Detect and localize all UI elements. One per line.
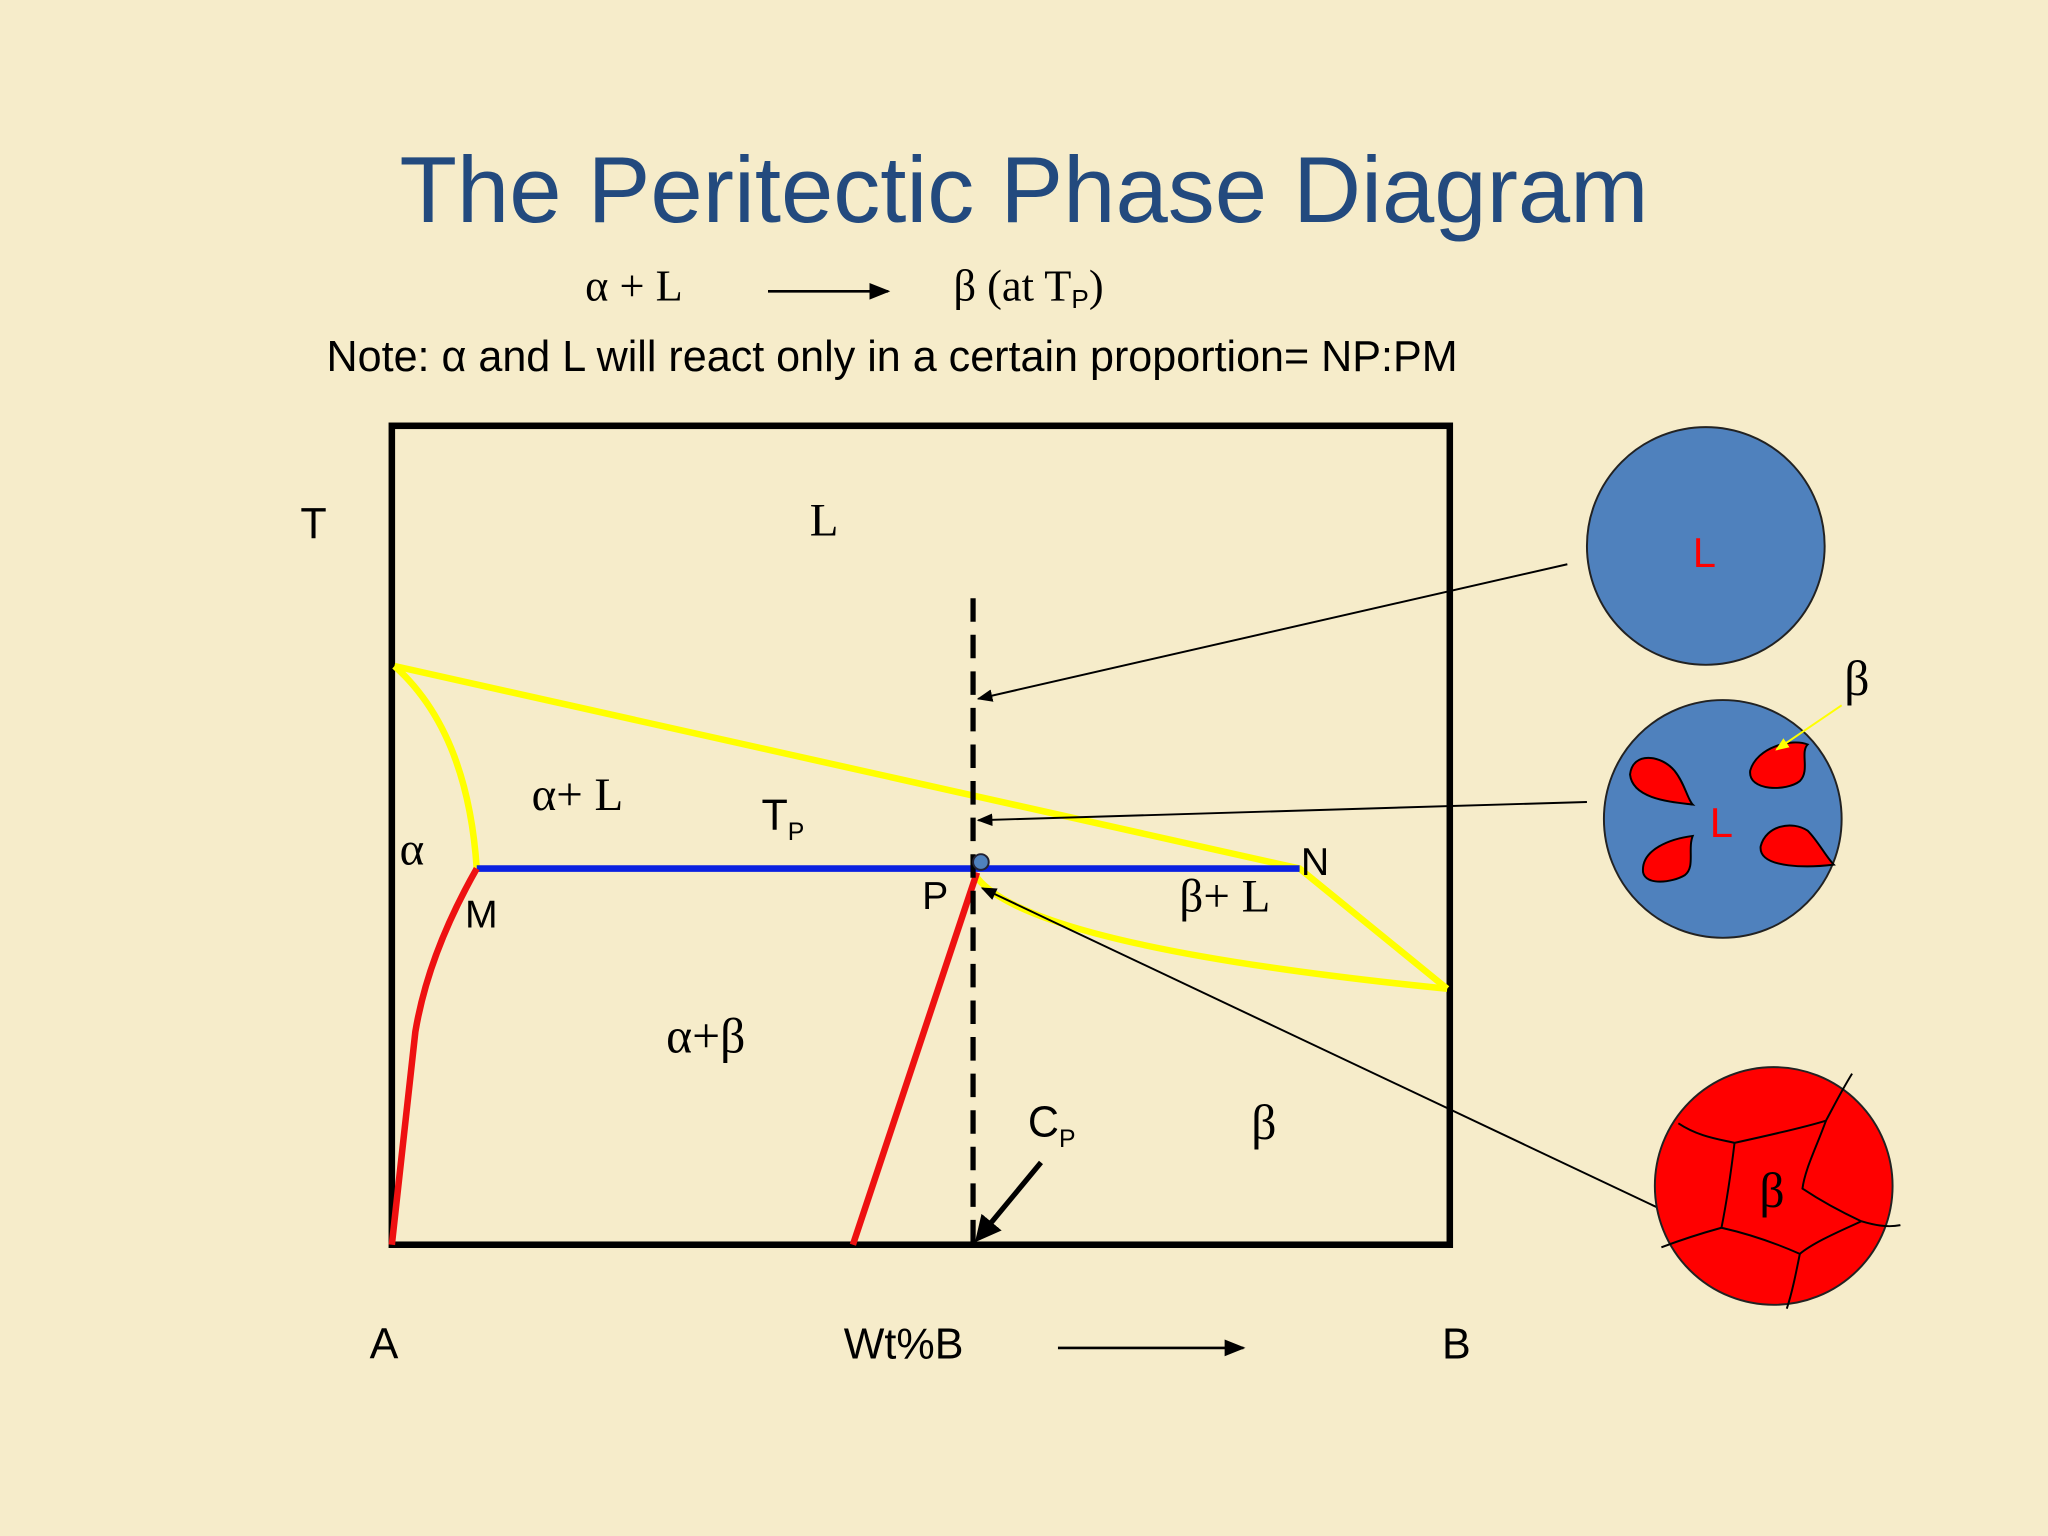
point-label: N: [1301, 841, 1329, 884]
product: β (at T: [953, 260, 1071, 310]
liquid-circle: [1585, 426, 1826, 666]
cp-sub: P: [1059, 1126, 1076, 1153]
cp-label: CP: [1028, 1098, 1076, 1152]
point-label: M: [465, 893, 498, 936]
pointer: [976, 800, 1587, 827]
pointer: [980, 887, 1660, 1210]
beta-pointer-arrow: [1775, 704, 1843, 751]
region-label: β: [1251, 1095, 1276, 1150]
point-label: P: [922, 875, 948, 918]
diagram-frame: [388, 422, 1454, 1248]
axis-end-label: B: [1442, 1320, 1471, 1368]
tp-label: TP: [761, 791, 804, 845]
reaction-product: β (at TP): [953, 260, 1103, 314]
region-label: L: [810, 495, 839, 547]
region-label: α: [400, 824, 425, 876]
tp-sub: P: [788, 819, 805, 846]
region-label: α+ L: [532, 769, 624, 821]
product-sub: P: [1071, 284, 1088, 314]
product-close: ): [1089, 260, 1104, 310]
axis-end-label: A: [370, 1320, 399, 1368]
grain-boundaries: [1661, 1073, 1901, 1310]
beta-particles: [1629, 741, 1836, 883]
alpha-solvus: [388, 866, 480, 1246]
micro-label: L: [1693, 529, 1716, 576]
micro-label: L: [1710, 799, 1733, 846]
micro-label: β: [1759, 1163, 1784, 1218]
reaction-reactants: α + L: [585, 260, 683, 310]
tp: T: [761, 791, 787, 839]
micro-label: β: [1844, 651, 1869, 706]
region-label: α+β: [666, 1009, 745, 1064]
axis-label-t: T: [300, 500, 326, 548]
alpha-solidus: [392, 663, 480, 869]
solid-circle: [1653, 1066, 1894, 1306]
title: The Peritectic Phase Diagram: [399, 137, 1648, 242]
peritectic-point: [972, 853, 990, 871]
beta-solvus: [849, 871, 981, 1246]
note: Note: α and L will react only in a certa…: [327, 333, 1458, 381]
cp: C: [1028, 1098, 1059, 1146]
pointer: [976, 563, 1568, 702]
region-label: β+ L: [1179, 871, 1270, 923]
axis-label-x: Wt%B: [844, 1320, 964, 1368]
cp-arrow: [974, 1160, 1043, 1243]
